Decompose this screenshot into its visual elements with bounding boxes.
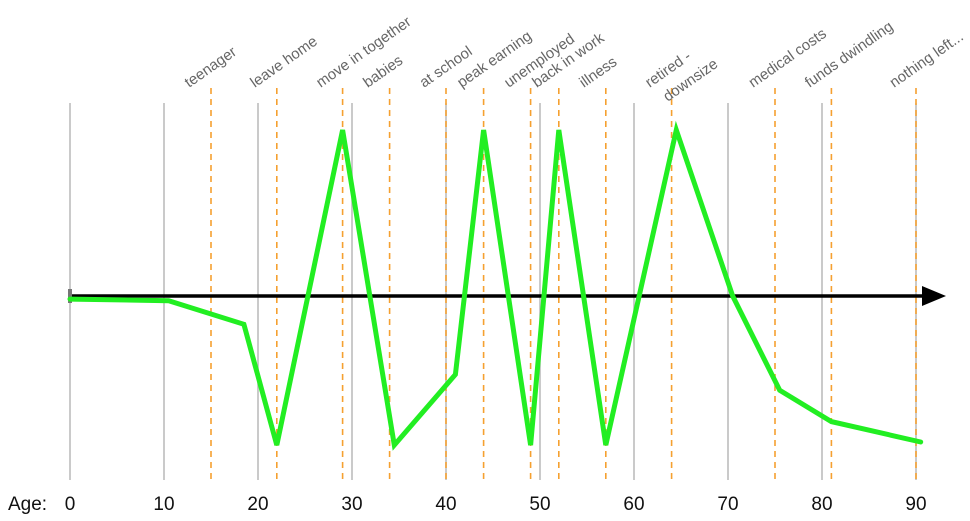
x-tick-label: 50	[529, 494, 550, 515]
x-tick-label: 30	[341, 494, 362, 515]
x-tick-label: 60	[623, 494, 644, 515]
axis-origin-marker	[68, 289, 72, 303]
event-label: nothing left...	[887, 28, 967, 91]
tick-labels: Age: 0 10 20 30 40 50 60 70 80 90	[8, 494, 927, 515]
x-axis	[68, 286, 946, 306]
x-axis-label: Age:	[8, 494, 47, 515]
x-tick-label: 20	[247, 494, 268, 515]
event-label: leave home	[247, 33, 320, 91]
series-layer	[67, 120, 924, 451]
axis-arrowhead-icon	[922, 286, 946, 306]
x-tick-label: 10	[153, 494, 174, 515]
event-label: teenager	[182, 43, 240, 91]
x-tick-label: 80	[811, 494, 832, 515]
x-tick-label: 40	[435, 494, 456, 515]
x-tick-label: 90	[905, 494, 926, 515]
x-tick-label: 70	[717, 494, 738, 515]
grid-lines	[69, 103, 917, 480]
series-line-0	[67, 120, 924, 451]
x-tick-label: 0	[65, 494, 76, 515]
